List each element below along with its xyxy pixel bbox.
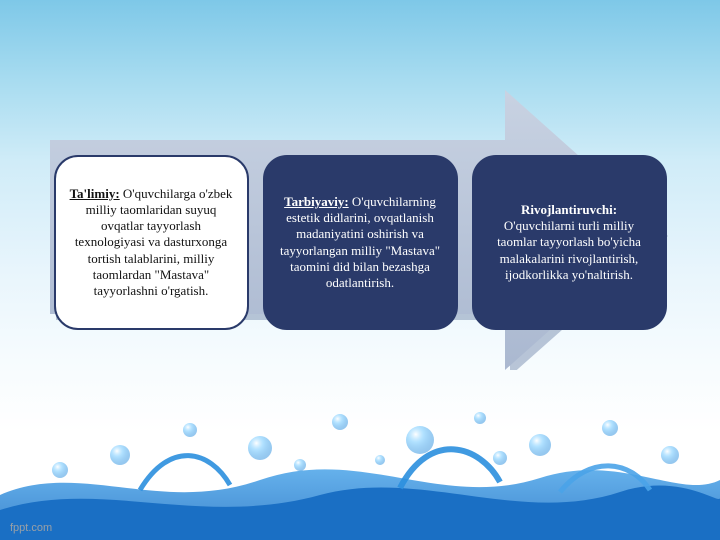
box-ta-limiy-title: Ta'limiy: xyxy=(70,186,120,201)
box-tarbiyaviy-title: Tarbiyaviy: xyxy=(284,194,349,209)
box-rivojlantiruvchi-title: Rivojlantiruvchi: xyxy=(521,202,617,217)
footer-brand: fppt.com xyxy=(10,522,52,534)
info-boxes-row: Ta'limiy: O'quvchilarga o'zbek milliy ta… xyxy=(0,155,720,330)
box-rivojlantiruvchi: Rivojlantiruvchi: O'quvchilarni turli mi… xyxy=(472,155,667,330)
box-ta-limiy-body: O'quvchilarga o'zbek milliy taomlaridan … xyxy=(75,186,233,299)
box-tarbiyaviy: Tarbiyaviy: O'quvchilarning estetik didl… xyxy=(263,155,458,330)
box-ta-limiy: Ta'limiy: O'quvchilarga o'zbek milliy ta… xyxy=(54,155,249,330)
water-splash-footer xyxy=(0,400,720,540)
box-rivojlantiruvchi-body: O'quvchilarni turli milliy taomlar tayyo… xyxy=(497,218,641,282)
